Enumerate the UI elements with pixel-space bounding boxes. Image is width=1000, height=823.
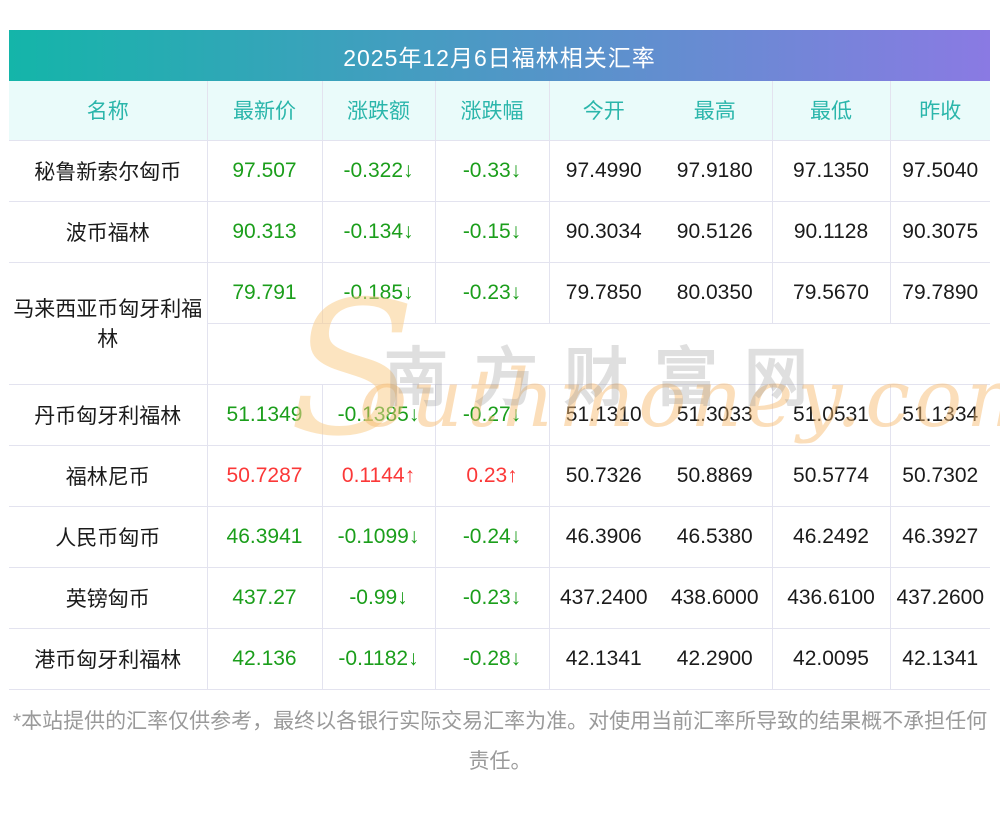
cell-prev-close: 90.3075 [889,200,990,262]
cell-low: 51.0531 [771,383,890,445]
cell-low: 90.1128 [771,200,890,262]
cell-change-pct: -0.23↓ [434,261,549,323]
title-bar: 2025年12月6日福林相关汇率 [9,30,990,81]
cell-high: 90.5126 [658,200,772,262]
column-header-low: 最低 [771,81,890,140]
cell-change: -0.322↓ [321,139,435,201]
cell-open: 97.4990 [548,139,658,201]
cell-name: 人民币匈币 [9,505,207,567]
rate-table: 名称 最新价 涨跌额 涨跌幅 今开 最高 最低 昨收 秘鲁新索尔匈币 97.50… [9,81,990,690]
cell-change: 0.1144↑ [321,444,435,506]
cell-change: -0.1385↓ [321,383,435,445]
cell-low: 50.5774 [771,444,890,506]
cell-name: 秘鲁新索尔匈币 [9,139,207,201]
cell-high: 42.2900 [658,627,772,690]
cell-change-pct: -0.24↓ [434,505,549,567]
cell-open: 46.3906 [548,505,658,567]
column-header-prev-close: 昨收 [889,81,990,140]
cell-change: -0.185↓ [321,261,435,323]
cell-open: 50.7326 [548,444,658,506]
cell-change: -0.99↓ [321,566,435,628]
cell-change: -0.1099↓ [321,505,435,567]
table-row: 秘鲁新索尔匈币 97.507 -0.322↓ -0.33↓ 97.4990 97… [9,139,990,201]
footer-disclaimer: *本站提供的汇率仅供参考，最终以各银行实际交易汇率为准。对使用当前汇率所导致的结… [12,709,988,773]
cell-high: 50.8869 [658,444,772,506]
cell-open: 42.1341 [548,627,658,690]
cell-low: 79.5670 [771,261,890,323]
cell-prev-close: 97.5040 [889,139,990,201]
cell-prev-close: 51.1334 [889,383,990,445]
cell-open: 437.2400 [548,566,658,628]
cell-open: 79.7850 [548,261,658,323]
cell-high: 80.0350 [658,261,772,323]
table-row: 港币匈牙利福林 42.136 -0.1182↓ -0.28↓ 42.1341 4… [9,627,990,690]
cell-latest-price: 90.313 [206,200,322,262]
column-header-high: 最高 [658,81,772,140]
cell-name: 马来西亚币匈牙利福林 [9,261,207,384]
cell-name: 波币福林 [9,200,207,262]
cell-open: 51.1310 [548,383,658,445]
cell-change-pct: -0.28↓ [434,627,549,690]
cell-prev-close: 42.1341 [889,627,990,690]
spacer-cell [206,322,990,384]
cell-high: 97.9180 [658,139,772,201]
cell-low: 42.0095 [771,627,890,690]
table-row: 人民币匈币 46.3941 -0.1099↓ -0.24↓ 46.3906 46… [9,505,990,567]
cell-prev-close: 50.7302 [889,444,990,506]
page-title: 2025年12月6日福林相关汇率 [343,44,656,71]
cell-latest-price: 79.791 [206,261,322,323]
cell-prev-close: 79.7890 [889,261,990,323]
column-header-change-pct: 涨跌幅 [434,81,549,140]
cell-change-pct: -0.15↓ [434,200,549,262]
cell-name: 英镑匈币 [9,566,207,628]
cell-latest-price: 437.27 [206,566,322,628]
cell-latest-price: 50.7287 [206,444,322,506]
cell-latest-price: 97.507 [206,139,322,201]
cell-name: 港币匈牙利福林 [9,627,207,690]
column-header-open: 今开 [548,81,658,140]
table-row: 英镑匈币 437.27 -0.99↓ -0.23↓ 437.2400 438.6… [9,566,990,628]
cell-high: 46.5380 [658,505,772,567]
cell-open: 90.3034 [548,200,658,262]
cell-prev-close: 46.3927 [889,505,990,567]
table-row: 马来西亚币匈牙利福林 79.791 -0.185↓ -0.23↓ 79.7850… [9,261,990,384]
cell-prev-close: 437.2600 [889,566,990,628]
table-header-row: 名称 最新价 涨跌额 涨跌幅 今开 最高 最低 昨收 [9,81,990,140]
column-header-change: 涨跌额 [321,81,435,140]
cell-change: -0.1182↓ [321,627,435,690]
table-row: 福林尼币 50.7287 0.1144↑ 0.23↑ 50.7326 50.88… [9,444,990,506]
cell-name: 福林尼币 [9,444,207,506]
cell-name: 丹币匈牙利福林 [9,383,207,445]
cell-change-pct: 0.23↑ [434,444,549,506]
column-header-name: 名称 [9,81,207,140]
cell-latest-price: 46.3941 [206,505,322,567]
column-header-latest: 最新价 [206,81,322,140]
cell-latest-price: 42.136 [206,627,322,690]
cell-high: 51.3033 [658,383,772,445]
cell-change-pct: -0.23↓ [434,566,549,628]
table-row: 丹币匈牙利福林 51.1349 -0.1385↓ -0.27↓ 51.1310 … [9,383,990,445]
cell-change-pct: -0.27↓ [434,383,549,445]
cell-low: 97.1350 [771,139,890,201]
table-row: 波币福林 90.313 -0.134↓ -0.15↓ 90.3034 90.51… [9,200,990,262]
cell-low: 46.2492 [771,505,890,567]
cell-low: 436.6100 [771,566,890,628]
spacer-row [9,322,990,384]
cell-change-pct: -0.33↓ [434,139,549,201]
rates-card: 2025年12月6日福林相关汇率 名称 最新价 涨跌额 涨跌幅 今开 最高 最低… [9,30,1000,690]
cell-high: 438.6000 [658,566,772,628]
cell-change: -0.134↓ [321,200,435,262]
cell-latest-price: 51.1349 [206,383,322,445]
